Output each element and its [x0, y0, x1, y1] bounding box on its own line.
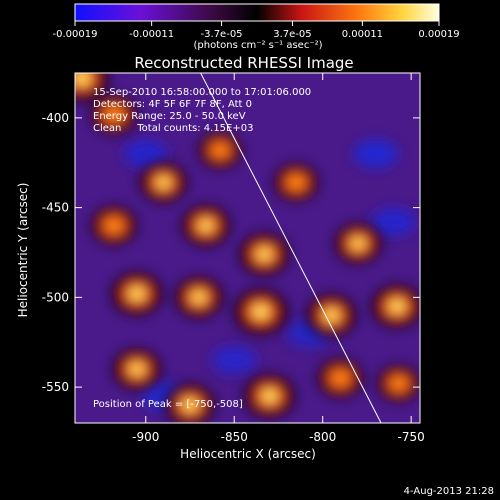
source-peak	[157, 177, 170, 188]
info-line-energy: Energy Range: 25.0 - 50.0 keV	[93, 111, 246, 122]
source-hot	[390, 376, 408, 391]
x-tick-label: -750	[398, 430, 425, 444]
footer-date: 4-Aug-2013 21:28	[404, 486, 494, 497]
y-tick-label: -500	[42, 290, 69, 304]
source-hot	[287, 174, 306, 191]
source-hot	[104, 106, 124, 123]
source-peak	[352, 238, 364, 249]
source-peak	[130, 364, 143, 375]
dim-source	[353, 139, 398, 168]
source-peak	[253, 305, 268, 318]
colorbar-tick-label: 0.00011	[342, 29, 383, 40]
source-peak	[258, 248, 271, 260]
colorbar-unit-label: (photons cm⁻² s⁻¹ asec⁻²)	[193, 40, 322, 51]
solar-limb-line	[200, 73, 382, 423]
info-line-detectors: Detectors: 4F 5F 6F 7F 8F, Att 0	[93, 99, 252, 110]
y-axis: -400 -450 -500 -550	[42, 111, 420, 394]
x-axis-label: Heliocentric X (arcsec)	[180, 447, 316, 461]
source-hot	[104, 217, 124, 234]
y-tick-label: -400	[42, 111, 69, 125]
source-peak	[75, 73, 90, 85]
source-peak	[199, 220, 212, 231]
x-tick-label: -800	[309, 430, 336, 444]
dim-source	[371, 207, 416, 236]
info-overlay: 15-Sep-2010 16:58:00.000 to 17:01:06.000…	[93, 87, 311, 410]
x-tick-label: -900	[132, 430, 159, 444]
colorbar-tick-label: -3.7e-05	[201, 29, 243, 40]
colorbar-tick-label: -0.00019	[53, 29, 98, 40]
dim-source	[123, 139, 168, 168]
colorbar: -0.00019 -0.00011 -3.7e-05 3.7e-05 0.00011 0.…	[53, 3, 460, 51]
source-peak	[263, 390, 277, 402]
source-peak	[130, 288, 144, 300]
info-line-counts: Clean Total counts: 4.15E+03	[93, 123, 253, 134]
info-line-time: 15-Sep-2010 16:58:00.000 to 17:01:06.000	[93, 87, 311, 98]
source-peak	[192, 292, 205, 303]
colorbar-ticks: -0.00019 -0.00011 -3.7e-05 3.7e-05 0.00011 0.…	[53, 21, 460, 40]
heatmap-bright-layer	[75, 73, 420, 423]
source-hot	[211, 142, 229, 158]
plot-frame	[74, 72, 421, 424]
y-axis-label: Heliocentric Y (arcsec)	[16, 183, 30, 318]
source-peak	[390, 300, 404, 312]
x-axis: -900 -850 -800 -750	[132, 73, 425, 444]
plot-title: Reconstructed RHESSI Image	[134, 54, 353, 72]
colorbar-tick-label: 3.7e-05	[273, 29, 311, 40]
source-hot	[331, 370, 350, 386]
y-tick-label: -450	[42, 201, 69, 215]
heatmap-image	[75, 73, 420, 423]
colorbar-gradient	[74, 3, 440, 22]
colorbar-tick-label: -0.00011	[129, 29, 174, 40]
x-tick-label: -850	[221, 430, 248, 444]
peak-position-text: Position of Peak = [-750,-508]	[93, 399, 243, 410]
source-peak	[183, 399, 197, 411]
source-peak	[325, 309, 338, 321]
colorbar-tick-label: 0.00019	[418, 29, 459, 40]
y-tick-label: -550	[42, 380, 69, 394]
dim-source	[212, 346, 257, 375]
